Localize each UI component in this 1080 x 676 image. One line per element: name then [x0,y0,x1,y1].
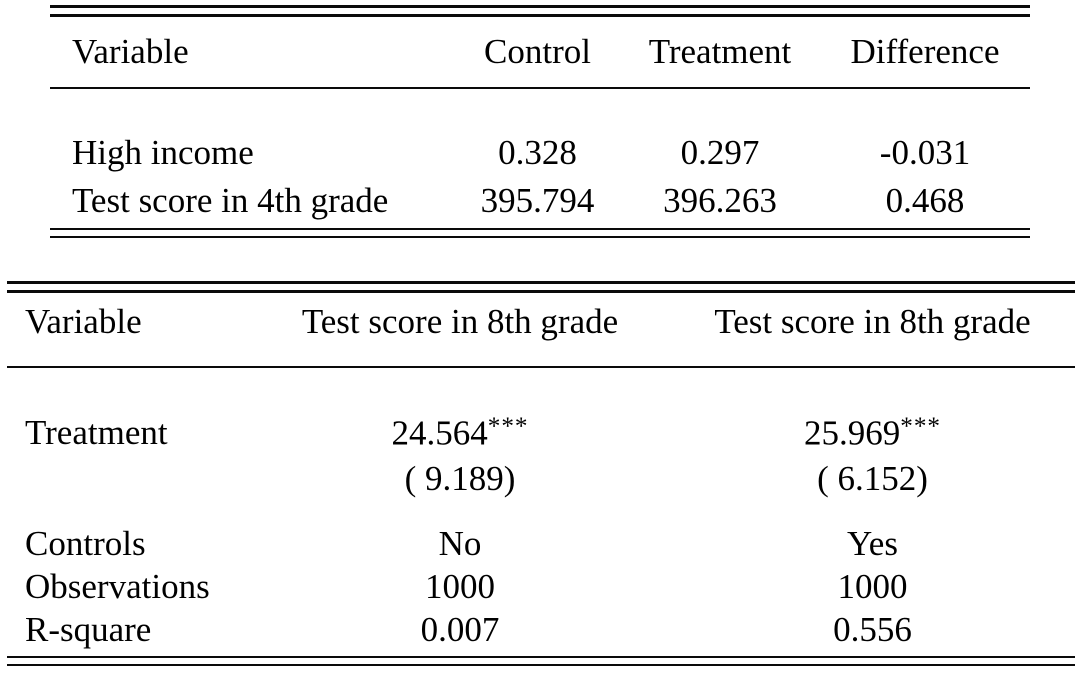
coefficient-model2: 25.969*** [670,413,1075,454]
model1-value: No [438,523,482,563]
coef-value: 24.564 [391,413,488,453]
table-row: Controls No Yes [7,522,1075,565]
table-top-double-rule [50,5,1030,17]
model1-value: 0.007 [420,609,500,649]
balance-header-row: Variable Control Treatment Difference [50,17,1030,87]
model2-value: 0.556 [833,609,912,649]
control-value: 395.794 [480,181,595,220]
table-row: High income 0.328 0.297 -0.031 [50,129,1030,177]
table-bottom-double-rule [7,656,1075,666]
difference-value: 0.468 [885,181,965,220]
coefficient-model1: 24.564*** [250,413,670,454]
header-control: Control [484,32,591,71]
model2-value: Yes [847,523,898,563]
row-label: Observations [25,566,210,606]
row-label: R-square [25,609,152,649]
row-label: Test score in 4th grade [72,181,389,220]
table-row: R-square 0.007 0.556 [7,608,1075,651]
standard-error-model1: ( 9.189) [404,459,516,498]
treatment-coefficient-row: Treatment 24.564*** 25.969*** [7,410,1075,456]
model2-value: 1000 [837,566,908,606]
significance-stars: *** [487,412,529,440]
treatment-value: 0.297 [680,133,760,172]
difference-value: -0.031 [879,133,971,172]
table-row: Observations 1000 1000 [7,565,1075,608]
model1-value: 1000 [425,566,495,606]
header-model2: Test score in 8th grade [714,302,1031,341]
row-label: High income [72,133,254,172]
control-value: 0.328 [498,133,577,172]
balance-table: Variable Control Treatment Difference Hi… [50,5,1030,238]
treatment-value: 396.263 [663,181,777,220]
table-bottom-double-rule [50,228,1030,238]
row-label: Treatment [25,413,168,452]
standard-error-row: ( 9.189) ( 6.152) [7,456,1075,502]
standard-error-model2: ( 6.152) [817,459,928,498]
table-top-double-rule [7,281,1075,293]
header-separator-rule [50,87,1030,89]
regression-table: Variable Test score in 8th grade Test sc… [7,281,1075,666]
header-variable: Variable [72,32,189,71]
header-treatment: Treatment [648,32,792,71]
header-difference: Difference [850,32,1000,71]
significance-stars: *** [900,412,942,440]
table-row: Test score in 4th grade 395.794 396.263 … [50,177,1030,225]
coef-value: 25.969 [803,413,901,453]
header-separator-rule [7,366,1075,368]
row-label: Controls [25,523,146,563]
header-variable: Variable [25,302,142,341]
regression-header-row: Variable Test score in 8th grade Test sc… [7,293,1075,351]
header-model1: Test score in 8th grade [301,302,619,341]
